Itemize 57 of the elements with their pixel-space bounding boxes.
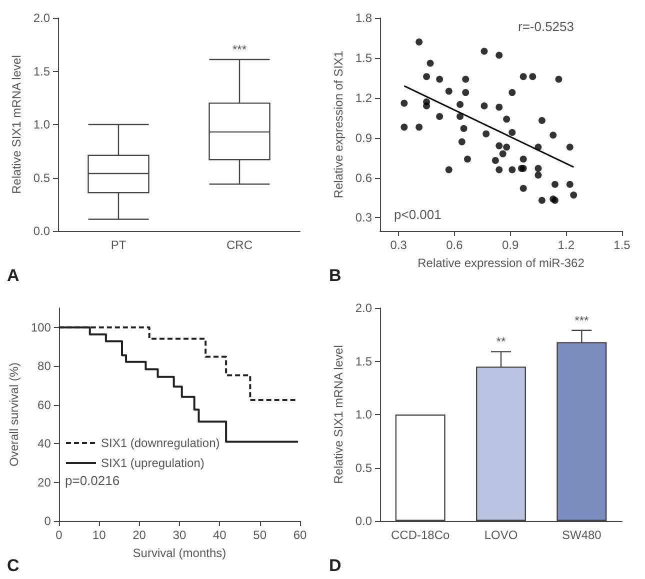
y-tick-label: 1.8: [355, 11, 372, 25]
y-tick-label: 60: [38, 397, 52, 412]
legend-label: SIX1 (downregulation): [101, 436, 220, 450]
x-tick-label: LOVO: [484, 528, 518, 542]
y-axis-title: Relative SIX1 mRNA level: [9, 55, 24, 194]
y-tick-label: 0.5: [355, 460, 372, 474]
y-tick-label: 1.5: [355, 50, 372, 65]
x-tick-label: 20: [132, 528, 146, 542]
text: D: [329, 556, 342, 574]
y-tick-label: 1.5: [33, 64, 50, 78]
y-tick-label: 40: [38, 436, 52, 450]
y-tick-label: 2.0: [355, 300, 372, 314]
x-tick-label: 60: [293, 528, 307, 542]
text: B: [329, 266, 342, 285]
x-tick-label: CCD-18Co: [390, 528, 450, 542]
annotation: **: [496, 334, 506, 348]
y-tick-label: 1.5: [355, 354, 372, 368]
text: C: [7, 556, 20, 574]
x-tick-label: 50: [253, 528, 267, 542]
x-tick-label: 0.9: [502, 238, 519, 252]
y-tick-label: 0.6: [355, 170, 372, 185]
annotation: p<0.001: [394, 207, 442, 222]
text: A: [7, 266, 20, 285]
x-tick-label: 1.2: [558, 238, 575, 252]
x-axis-title: Relative expression of miR-362: [418, 256, 585, 270]
y-axis-title: Relative SIX1 mRNA level: [331, 344, 346, 484]
y-axis-title: Relative expression of SIX1: [331, 50, 346, 198]
x-tick-label: 40: [212, 528, 227, 542]
y-tick-label: 80: [38, 358, 52, 373]
annotation: r=-0.5253: [518, 19, 574, 34]
y-tick-label: 0.3: [355, 210, 372, 225]
x-tick-label: 30: [172, 528, 186, 542]
y-tick-label: 0.9: [355, 130, 372, 145]
x-tick-label: PT: [110, 238, 127, 252]
y-tick-label: 0.5: [33, 170, 50, 185]
x-tick-label: CRC: [226, 238, 253, 252]
y-tick-label: 20: [38, 474, 52, 489]
y-tick-label: 0.0: [33, 224, 50, 238]
x-tick-label: SW480: [562, 528, 602, 542]
x-tick-label: 0.6: [446, 238, 464, 252]
x-tick-label: 0.3: [390, 238, 408, 252]
x-axis-title: Survival (months): [132, 546, 226, 560]
annotation: ***: [232, 42, 247, 57]
y-tick-label: 0: [44, 514, 52, 528]
y-tick-label: 1.0: [33, 118, 50, 132]
x-tick-label: 10: [92, 528, 106, 542]
x-tick-label: 1.5: [614, 238, 631, 252]
y-tick-label: 1.2: [355, 90, 372, 105]
legend-label: SIX1 (upregulation): [101, 456, 204, 470]
y-tick-label: 0.0: [355, 514, 372, 528]
y-tick-label: 100: [30, 320, 52, 334]
x-tick-label: 0: [56, 528, 63, 542]
y-tick-label: 2.0: [33, 11, 50, 25]
y-tick-label: 1.0: [355, 407, 372, 421]
annotation: ***: [574, 312, 589, 327]
annotation: p=0.0216: [65, 472, 120, 488]
y-axis-title: Overall survival (%): [7, 362, 21, 466]
